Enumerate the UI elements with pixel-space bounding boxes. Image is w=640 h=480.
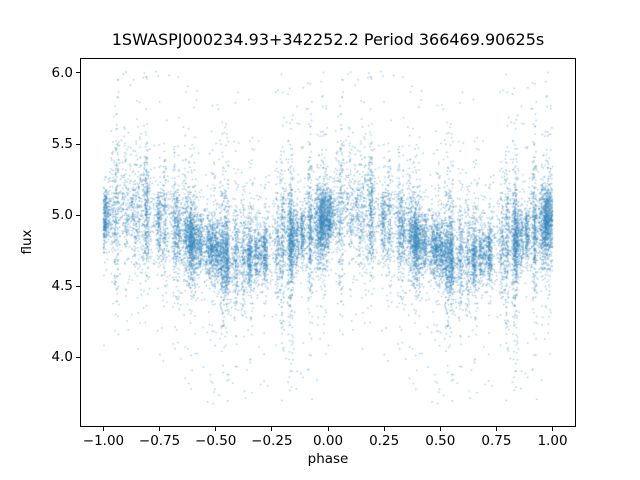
x-tick-label: 0.75 — [481, 433, 512, 449]
x-tick-mark — [552, 427, 554, 431]
x-tick-mark — [439, 427, 441, 431]
y-tick-label: 4.0 — [51, 349, 73, 366]
x-tick-mark — [327, 427, 329, 431]
x-tick-mark — [271, 427, 273, 431]
x-tick-label: −0.75 — [138, 433, 181, 449]
x-tick-mark — [495, 427, 497, 431]
x-tick-label: −1.00 — [82, 433, 125, 449]
y-axis-label: flux — [19, 229, 35, 255]
y-tick-label: 5.5 — [51, 136, 73, 153]
y-tick-label: 5.0 — [51, 207, 73, 224]
x-tick-label: −0.50 — [195, 433, 237, 449]
x-tick-mark — [102, 427, 104, 431]
chart-title: 1SWASPJ000234.93+342252.2 Period 366469.… — [111, 30, 545, 49]
y-tick-mark — [76, 285, 80, 287]
x-tick-label: 1.00 — [537, 433, 568, 449]
plot-area — [80, 58, 576, 427]
y-tick-mark — [76, 143, 80, 145]
x-tick-mark — [159, 427, 161, 431]
y-tick-mark — [76, 72, 80, 74]
x-tick-label: 0.00 — [312, 433, 344, 449]
x-tick-label: 0.50 — [425, 433, 456, 449]
scatter-points — [81, 59, 575, 426]
x-tick-mark — [215, 427, 217, 431]
x-tick-mark — [383, 427, 385, 431]
y-tick-label: 4.5 — [51, 278, 73, 295]
y-tick-mark — [76, 356, 80, 358]
y-tick-mark — [76, 214, 80, 216]
x-axis-label: phase — [307, 451, 349, 467]
x-tick-label: −0.25 — [251, 433, 293, 449]
x-tick-label: 0.25 — [369, 433, 400, 449]
y-tick-label: 6.0 — [51, 64, 73, 81]
